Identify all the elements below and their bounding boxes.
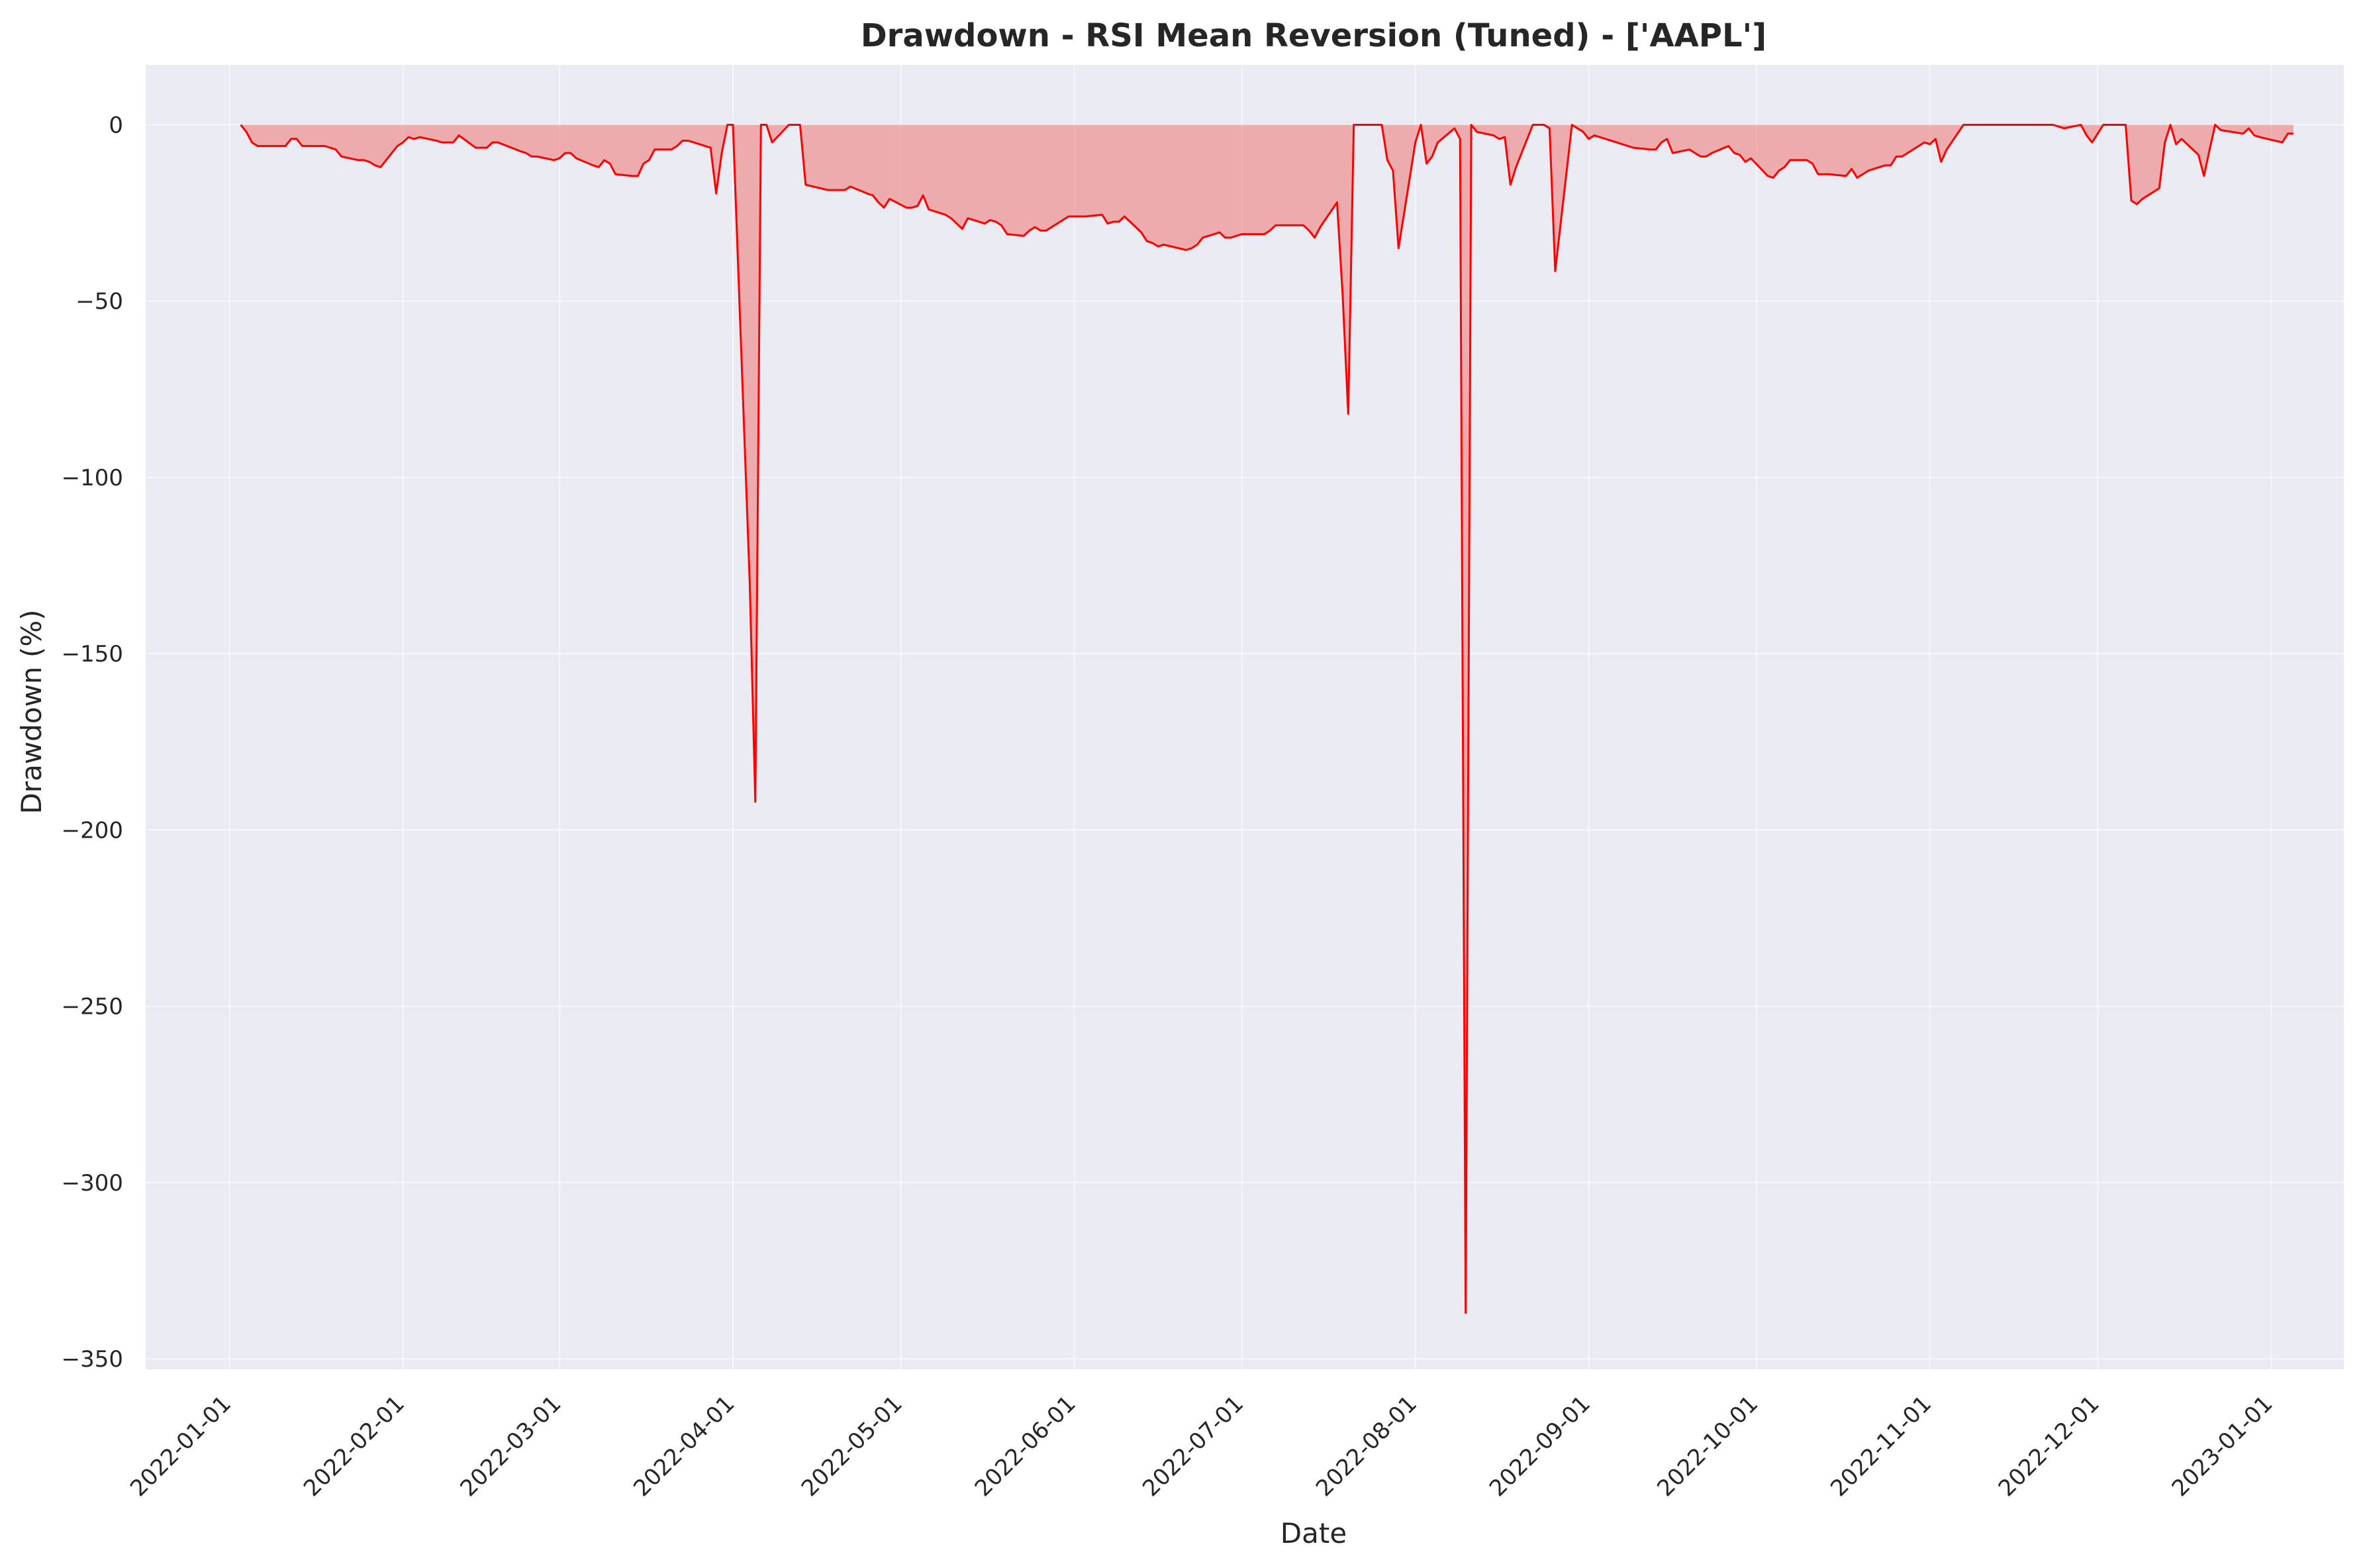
x-tick-label: 2022-04-01 bbox=[628, 1391, 740, 1502]
chart-title: Drawdown - RSI Mean Reversion (Tuned) - … bbox=[861, 17, 1766, 54]
grid-lines bbox=[146, 65, 2344, 1369]
y-tick-label: −350 bbox=[62, 1346, 123, 1373]
x-tick-label: 2022-08-01 bbox=[1311, 1391, 1422, 1502]
x-tick-label: 2022-02-01 bbox=[299, 1391, 410, 1502]
x-tick-label: 2023-01-01 bbox=[2167, 1391, 2278, 1502]
x-tick-label: 2022-07-01 bbox=[1137, 1391, 1249, 1502]
y-tick-label: −250 bbox=[62, 994, 123, 1020]
x-tick-label: 2022-06-01 bbox=[970, 1391, 1081, 1502]
x-axis-label: Date bbox=[1280, 1517, 1347, 1549]
y-tick-label: −300 bbox=[62, 1170, 123, 1197]
y-tick-label: −100 bbox=[62, 465, 123, 491]
y-axis-label: Drawdown (%) bbox=[15, 609, 48, 814]
x-tick-label: 2022-05-01 bbox=[796, 1391, 908, 1502]
y-tick-label: −50 bbox=[75, 289, 123, 315]
x-tick-label: 2022-12-01 bbox=[1994, 1391, 2105, 1502]
x-tick-label: 2022-01-01 bbox=[125, 1391, 236, 1502]
x-tick-label: 2022-11-01 bbox=[1825, 1391, 1937, 1502]
x-tick-label: 2022-03-01 bbox=[455, 1391, 566, 1502]
drawdown-area bbox=[240, 124, 2293, 1313]
drawdown-line bbox=[240, 124, 2293, 1314]
plot-area bbox=[146, 65, 2344, 1369]
y-tick-label: −200 bbox=[62, 817, 123, 844]
x-tick-label: 2022-09-01 bbox=[1484, 1391, 1596, 1502]
x-tick-label: 2022-10-01 bbox=[1652, 1391, 1763, 1502]
y-tick-label: 0 bbox=[109, 113, 123, 139]
y-tick-label: −150 bbox=[62, 641, 123, 667]
data-layer bbox=[240, 124, 2293, 1314]
